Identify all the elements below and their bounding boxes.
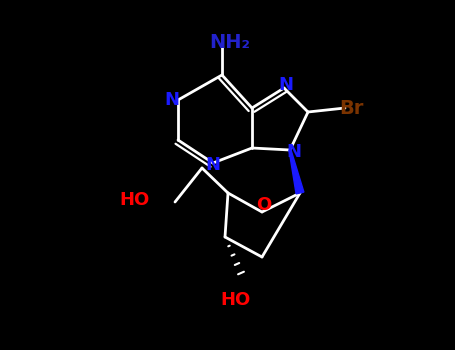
Text: Br: Br <box>339 98 363 118</box>
Text: O: O <box>256 196 272 214</box>
Text: HO: HO <box>220 291 250 309</box>
Polygon shape <box>289 150 304 194</box>
Text: N: N <box>287 143 302 161</box>
Text: HO: HO <box>120 191 150 209</box>
Text: NH₂: NH₂ <box>209 34 251 52</box>
Text: N: N <box>206 156 221 174</box>
Text: N: N <box>278 76 293 94</box>
Text: N: N <box>165 91 180 109</box>
